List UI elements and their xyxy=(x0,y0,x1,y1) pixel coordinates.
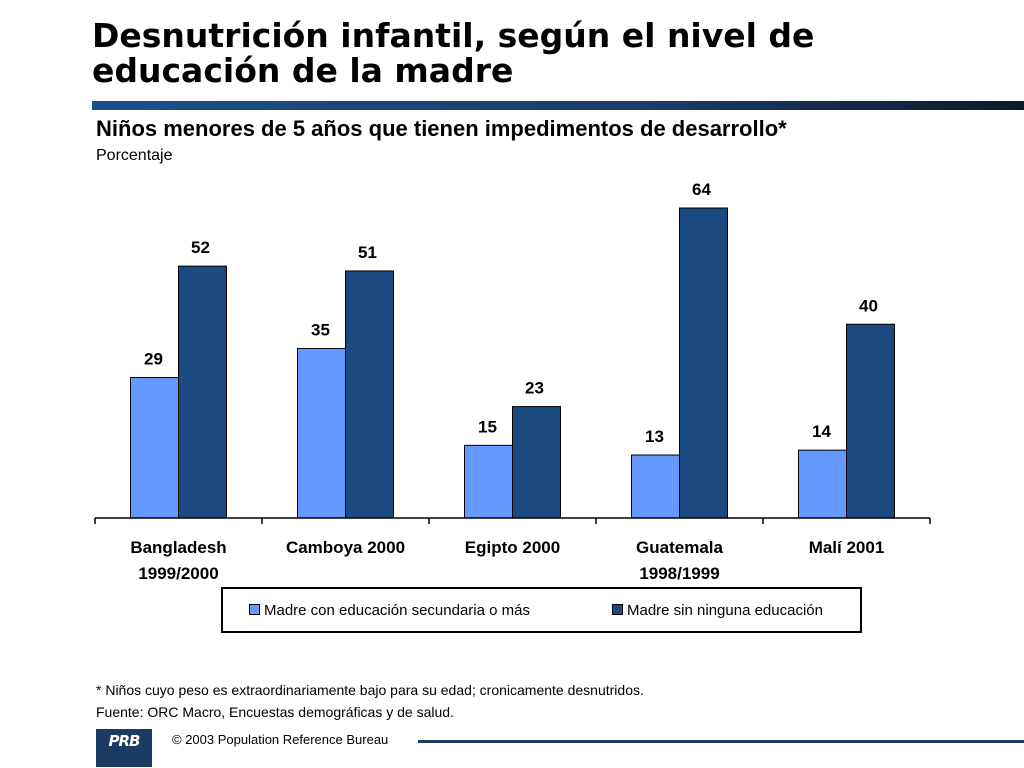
bar-s1-c4 xyxy=(631,454,680,519)
category-label-1-line-2: 1999/2000 xyxy=(138,564,218,583)
data-label-s1-c1: 29 xyxy=(144,350,163,369)
bar-s1-c5 xyxy=(798,449,847,519)
data-label-s2-c3: 23 xyxy=(525,379,544,398)
legend-item-sin-educacion: Madre sin ninguna educación xyxy=(612,602,823,620)
bar-s1-c2 xyxy=(297,347,346,519)
units-label: Porcentaje xyxy=(96,147,173,164)
category-label-3-line-1: Egipto 2000 xyxy=(465,538,560,557)
footer-rule xyxy=(418,740,1024,743)
bar-s2-c5 xyxy=(846,323,895,519)
chart-legend: Madre con educación secundaria o más Mad… xyxy=(221,587,862,633)
data-label-s2-c5: 40 xyxy=(859,296,878,315)
data-label-s1-c5: 14 xyxy=(812,422,831,441)
legend-swatch-secundaria xyxy=(249,603,260,615)
legend-label-secundaria: Madre con educación secundaria o más xyxy=(264,602,530,619)
data-label-s2-c2: 51 xyxy=(358,243,377,262)
bar-s2-c1 xyxy=(178,265,227,519)
title-line-1: Desnutrición infantil, según el nivel de xyxy=(92,16,815,55)
category-label-4-line-1: Guatemala xyxy=(636,538,723,557)
category-label-1-line-1: Bangladesh xyxy=(130,538,226,557)
source-note: Fuente: ORC Macro, Encuestas demográfica… xyxy=(96,704,454,720)
data-label-s1-c4: 13 xyxy=(645,427,664,446)
legend-label-sin-educacion: Madre sin ninguna educación xyxy=(627,602,823,619)
category-label-4-line-2: 1998/1999 xyxy=(639,564,719,583)
legend-item-secundaria: Madre con educación secundaria o más xyxy=(249,602,530,620)
bar-s1-c3 xyxy=(464,444,513,519)
data-label-s2-c1: 52 xyxy=(191,238,210,257)
bar-s2-c2 xyxy=(345,270,394,519)
prb-logo: PRB xyxy=(96,729,152,767)
bar-s1-c1 xyxy=(130,377,179,519)
data-label-s1-c3: 15 xyxy=(478,417,497,436)
chart-subtitle: Niños menores de 5 años que tienen imped… xyxy=(96,116,787,141)
category-label-2-line-1: Camboya 2000 xyxy=(286,538,405,557)
category-label-5-line-1: Malí 2001 xyxy=(809,538,885,557)
legend-swatch-sin-educacion xyxy=(612,603,623,615)
data-label-s2-c4: 64 xyxy=(692,180,711,199)
footnote: * Niños cuyo peso es extraordinariamente… xyxy=(96,682,644,698)
bar-s2-c3 xyxy=(512,406,561,519)
data-label-s1-c2: 35 xyxy=(311,320,330,339)
bar-s2-c4 xyxy=(679,207,728,519)
copyright: © 2003 Population Reference Bureau xyxy=(172,732,389,747)
page-title: Desnutrición infantil, según el nivel de… xyxy=(92,18,992,88)
title-line-2: educación de la madre xyxy=(92,51,514,90)
title-rule xyxy=(92,101,1024,110)
